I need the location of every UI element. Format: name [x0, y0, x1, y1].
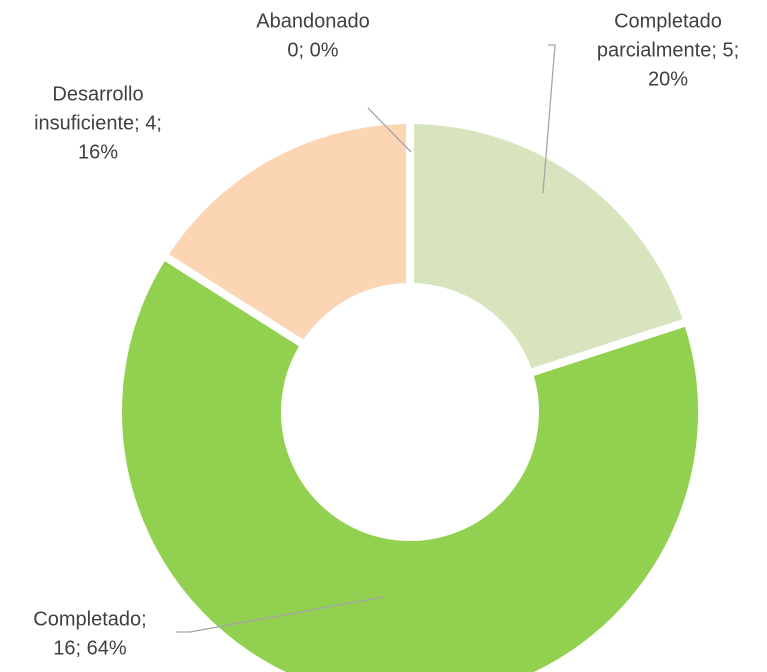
- donut-slice: [157, 115, 414, 351]
- leader-line: [367, 107, 412, 153]
- data-label: Completado;: [33, 608, 146, 630]
- data-label: insuficiente; 4;: [34, 112, 162, 134]
- data-label: 20%: [648, 68, 688, 90]
- data-label: Completado: [614, 10, 722, 32]
- data-label: parcialmente; 5;: [597, 39, 739, 61]
- data-label: Desarrollo: [52, 83, 143, 105]
- data-label: 0; 0%: [287, 39, 338, 61]
- data-label: Abandonado: [256, 10, 369, 32]
- data-label: 16; 64%: [53, 637, 127, 659]
- donut-slice: [114, 250, 706, 672]
- donut-slice: [406, 115, 693, 379]
- leader-line: [542, 44, 556, 194]
- leader-line: [176, 596, 384, 633]
- data-label: 16%: [78, 141, 118, 163]
